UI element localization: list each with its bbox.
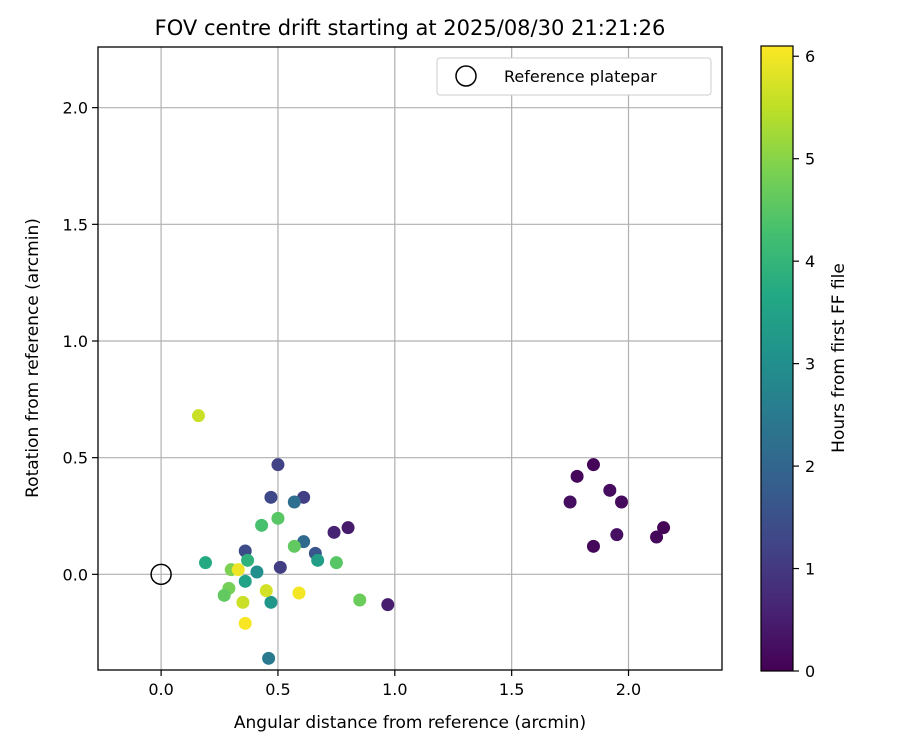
data-point <box>271 458 285 472</box>
data-point <box>238 616 252 630</box>
x-tick-label: 2.0 <box>616 680 641 699</box>
data-point <box>610 528 624 542</box>
data-point <box>236 595 250 609</box>
colorbar-tick-label: 2 <box>805 457 815 476</box>
data-point <box>615 495 629 509</box>
colorbar-label: Hours from first FF file <box>829 263 849 453</box>
data-point <box>255 518 269 532</box>
x-tick-label: 1.5 <box>499 680 524 699</box>
colorbar-tick-label: 4 <box>805 252 815 271</box>
data-point <box>570 469 584 483</box>
reference-marker <box>150 563 172 586</box>
data-point <box>199 556 213 570</box>
data-point <box>262 651 276 665</box>
data-point <box>329 556 343 570</box>
data-point <box>287 539 301 553</box>
x-tick-label: 0.0 <box>148 680 173 699</box>
data-point <box>603 483 617 497</box>
data-point <box>381 598 395 612</box>
legend-box <box>436 57 712 96</box>
data-point <box>259 584 273 598</box>
y-tick-label: 1.5 <box>63 215 88 234</box>
data-points <box>191 409 671 665</box>
data-point <box>327 525 341 539</box>
data-point <box>250 565 264 579</box>
data-point <box>287 495 301 509</box>
colorbar-tick-label: 3 <box>805 355 815 374</box>
data-point <box>241 553 255 567</box>
data-point <box>191 409 205 423</box>
legend-label: Reference platepar <box>504 67 657 86</box>
data-point <box>353 593 367 607</box>
reference-point <box>150 563 172 586</box>
data-point <box>563 495 577 509</box>
data-point <box>231 563 245 577</box>
colorbar-tick-label: 5 <box>805 150 815 169</box>
colorbar-tick-label: 1 <box>805 560 815 579</box>
axis-ticks: 0.0 0.5 1.0 1.5 2.0 0.0 0.5 1.0 1.5 2.0 <box>63 99 642 699</box>
colorbar-tick-label: 6 <box>805 47 815 66</box>
colorbar-ticks: 0 1 2 3 4 5 6 <box>793 47 815 681</box>
legend: Reference platepar <box>436 57 712 96</box>
x-axis-label: Angular distance from reference (arcmin) <box>234 713 586 733</box>
data-point <box>586 458 600 472</box>
legend-marker-open-circle <box>455 65 477 87</box>
data-point <box>341 521 355 535</box>
data-point <box>271 511 285 525</box>
data-point <box>292 586 306 600</box>
chart-title: FOV centre drift starting at 2025/08/30 … <box>155 16 666 40</box>
x-tick-label: 1.0 <box>382 680 407 699</box>
y-tick-label: 1.0 <box>63 332 88 351</box>
data-point <box>650 530 664 544</box>
data-point <box>238 574 252 588</box>
data-point <box>264 490 278 504</box>
data-point <box>311 553 325 567</box>
colorbar <box>760 45 794 672</box>
y-axis-label: Rotation from reference (arcmin) <box>23 218 43 498</box>
plot-frame <box>97 46 723 671</box>
data-point <box>217 588 231 602</box>
colorbar-tick-label: 0 <box>805 662 815 681</box>
x-tick-label: 0.5 <box>265 680 290 699</box>
data-point <box>273 560 287 574</box>
data-point <box>657 521 671 535</box>
y-tick-label: 0.5 <box>63 449 88 468</box>
y-tick-label: 2.0 <box>63 99 88 118</box>
grid <box>98 47 722 670</box>
data-point <box>586 539 600 553</box>
data-point <box>264 595 278 609</box>
y-tick-label: 0.0 <box>63 565 88 584</box>
